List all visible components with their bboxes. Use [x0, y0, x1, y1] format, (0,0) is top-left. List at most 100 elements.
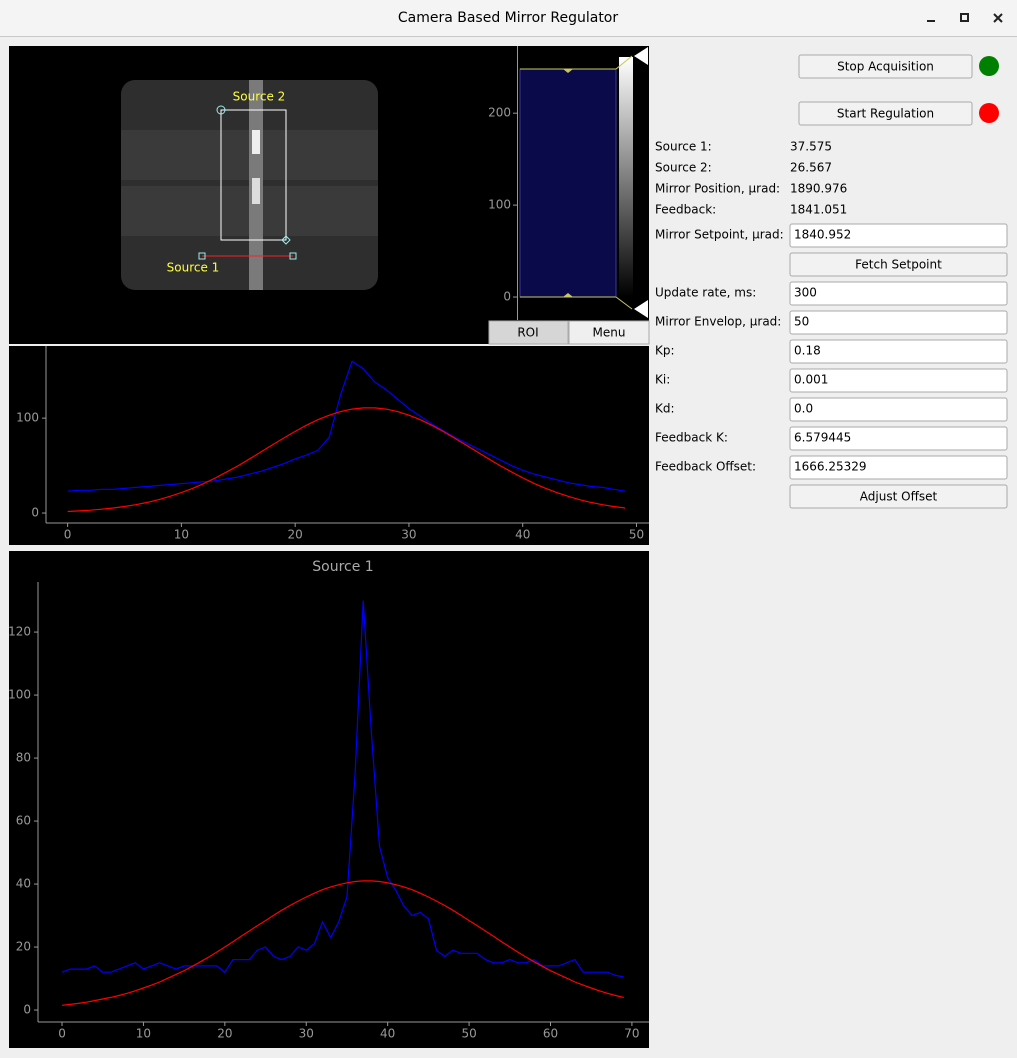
input-value: 50	[794, 315, 809, 329]
readout-label: Feedback:	[655, 203, 716, 217]
readout-value: 37.575	[790, 140, 832, 154]
y-tick-label: 100	[8, 688, 31, 702]
roi-box[interactable]	[220, 109, 287, 241]
series-line	[61, 600, 624, 978]
x-tick-label: 50	[461, 1027, 476, 1041]
x-tick-label: 0	[64, 528, 72, 542]
window-title: Camera Based Mirror Regulator	[398, 10, 619, 26]
button[interactable]	[798, 101, 973, 126]
x-tick-label: 40	[380, 1027, 395, 1041]
input-field[interactable]	[789, 310, 1008, 335]
input-field[interactable]	[789, 397, 1008, 422]
field-label: Feedback K:	[655, 431, 728, 445]
y-tick-label: 200	[488, 106, 511, 120]
x-tick-label: 60	[543, 1027, 558, 1041]
field-label: Kp:	[655, 344, 675, 358]
button[interactable]	[789, 252, 1008, 277]
button-label: Start Regulation	[837, 107, 934, 121]
profile-plot	[9, 346, 649, 545]
title-bar	[0, 0, 1017, 36]
image-spot	[252, 178, 260, 204]
close-button[interactable]	[993, 13, 1003, 23]
input-field[interactable]	[789, 426, 1008, 451]
status-indicator	[979, 103, 999, 123]
input-field[interactable]	[789, 223, 1008, 248]
input-value: 300	[794, 286, 817, 300]
level-region	[519, 68, 617, 298]
level-link	[615, 55, 633, 70]
y-tick-label: 0	[23, 1003, 31, 1017]
roi-handle[interactable]	[198, 252, 206, 260]
x-tick-label: 0	[58, 1027, 66, 1041]
series-line	[61, 880, 624, 1006]
series-line	[67, 360, 626, 492]
plot-title: Source 1	[312, 559, 373, 575]
readout-value: 1841.051	[790, 203, 847, 217]
input-value: 0.0	[794, 402, 813, 416]
x-tick-label: 20	[288, 528, 303, 542]
level-handle[interactable]	[563, 293, 573, 298]
readout-value: 26.567	[790, 161, 832, 175]
roi-handle[interactable]	[281, 235, 291, 245]
gradient-bar	[619, 57, 633, 297]
button-label: ROI	[517, 326, 538, 340]
y-tick-label: 40	[16, 877, 31, 891]
readout-label: Source 1:	[655, 140, 712, 154]
roi-handle[interactable]	[216, 105, 226, 115]
y-tick-label: 0	[503, 290, 511, 304]
y-tick-label: 100	[16, 411, 39, 425]
field-label: Feedback Offset:	[655, 460, 756, 474]
x-tick-label: 40	[515, 528, 530, 542]
field-label: Mirror Setpoint, µrad:	[655, 228, 784, 242]
roi-label: Source 1	[167, 261, 220, 275]
level-arrow[interactable]	[634, 47, 648, 65]
button-label: Adjust Offset	[860, 490, 938, 504]
level-handle[interactable]	[563, 69, 573, 74]
menu-button[interactable]	[568, 320, 650, 345]
x-tick-label: 10	[174, 528, 189, 542]
readout-value: 1890.976	[790, 182, 847, 196]
field-label: Mirror Envelop, µrad:	[655, 315, 781, 329]
input-value: 0.18	[794, 344, 821, 358]
input-value: 6.579445	[794, 431, 851, 445]
x-tick-label: 30	[299, 1027, 314, 1041]
input-field[interactable]	[789, 339, 1008, 364]
y-tick-label: 100	[488, 198, 511, 212]
button[interactable]	[789, 484, 1008, 509]
button-label: Menu	[593, 326, 626, 340]
y-tick-label: 120	[8, 625, 31, 639]
input-field[interactable]	[789, 455, 1008, 480]
level-arrow[interactable]	[634, 300, 648, 318]
x-tick-label: 20	[217, 1027, 232, 1041]
input-value: 1840.952	[794, 228, 851, 242]
button-label: Fetch Setpoint	[855, 258, 942, 272]
series-line	[67, 407, 626, 513]
field-label: Kd:	[655, 402, 675, 416]
y-tick-label: 80	[16, 751, 31, 765]
y-tick-label: 0	[31, 506, 39, 520]
input-field[interactable]	[789, 281, 1008, 306]
y-tick-label: 20	[16, 940, 31, 954]
image-spot	[252, 130, 260, 154]
level-link	[615, 296, 633, 310]
field-label: Ki:	[655, 373, 670, 387]
roi-button[interactable]	[488, 320, 569, 345]
maximize-button[interactable]	[960, 13, 969, 22]
x-tick-label: 50	[629, 528, 644, 542]
x-tick-label: 30	[401, 528, 416, 542]
field-label: Update rate, ms:	[655, 286, 756, 300]
y-tick-label: 60	[16, 814, 31, 828]
button-label: Stop Acquisition	[837, 60, 934, 74]
input-value: 1666.25329	[794, 460, 867, 474]
readout-label: Mirror Position, µrad:	[655, 182, 780, 196]
source-plot	[9, 551, 649, 1048]
roi-label: Source 2	[233, 90, 286, 104]
button[interactable]	[798, 54, 973, 79]
input-field[interactable]	[789, 368, 1008, 393]
x-tick-label: 10	[136, 1027, 151, 1041]
status-indicator	[979, 56, 999, 76]
roi-handle[interactable]	[289, 252, 297, 260]
input-value: 0.001	[794, 373, 828, 387]
x-tick-label: 70	[624, 1027, 639, 1041]
